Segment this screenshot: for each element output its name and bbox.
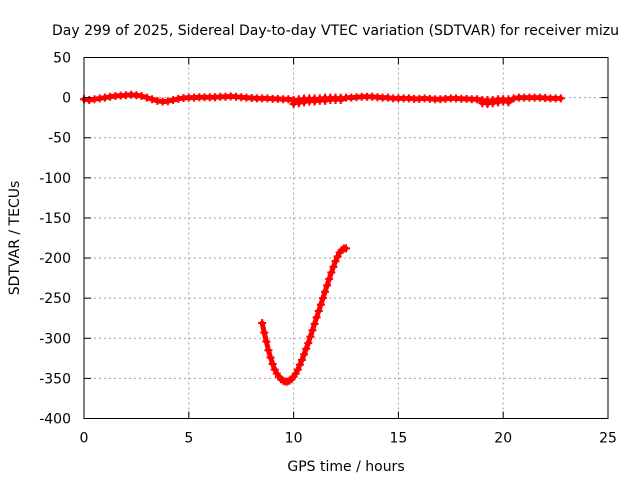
- data-point: [258, 319, 267, 328]
- x-tick-label: 20: [494, 431, 512, 447]
- data-point: [321, 287, 330, 296]
- x-tick-label: 10: [285, 431, 303, 447]
- chart-title: Day 299 of 2025, Sidereal Day-to-day VTE…: [52, 23, 619, 39]
- y-tick-label: -350: [39, 371, 71, 387]
- data-point: [331, 257, 340, 266]
- data-point: [325, 274, 334, 283]
- data-point: [333, 252, 342, 261]
- data-point: [308, 326, 317, 335]
- y-tick-label: -200: [39, 251, 71, 267]
- y-tick-label: -250: [39, 291, 71, 307]
- data-point: [300, 350, 309, 359]
- data-point: [329, 262, 338, 271]
- data-point: [293, 365, 302, 374]
- data-point: [148, 95, 157, 104]
- data-point: [163, 97, 172, 106]
- y-tick-label: -50: [48, 131, 71, 147]
- data-point: [316, 300, 325, 309]
- data-point: [306, 332, 315, 341]
- series-group-1: [258, 244, 350, 386]
- data-point: [268, 359, 277, 368]
- y-tick-label: 50: [53, 51, 71, 67]
- data-point: [323, 281, 332, 290]
- data-point: [342, 244, 350, 253]
- data-point: [169, 96, 178, 105]
- data-point: [295, 360, 304, 369]
- x-tick-label: 25: [599, 431, 617, 447]
- x-axis-label: GPS time / hours: [287, 459, 404, 475]
- x-tick-label: 5: [184, 431, 193, 447]
- data-layer: [80, 90, 565, 386]
- y-axis-label: SDTVAR / TECUs: [7, 181, 23, 296]
- data-point: [291, 369, 300, 378]
- data-point: [310, 319, 319, 328]
- data-point: [318, 294, 327, 303]
- data-point: [314, 307, 323, 316]
- data-point: [262, 337, 271, 346]
- data-point: [556, 94, 565, 103]
- data-point: [264, 346, 273, 355]
- y-tick-label: -150: [39, 211, 71, 227]
- data-point: [327, 268, 336, 277]
- data-point: [504, 98, 513, 107]
- y-tick-label: -400: [39, 412, 71, 428]
- data-point: [297, 355, 306, 364]
- y-tick-label: -100: [39, 171, 71, 187]
- y-tick-label: 0: [62, 91, 71, 107]
- tick-layer: 50 0 -50 -100 -150 -200 -250 -300 -350 -400 0 5 10 15…: [39, 51, 617, 447]
- grid-layer: [84, 57, 608, 419]
- data-point: [312, 313, 321, 322]
- data-point: [137, 92, 146, 101]
- x-tick-label: 0: [80, 431, 89, 447]
- data-point: [336, 96, 345, 105]
- data-point: [302, 344, 311, 353]
- data-point: [270, 365, 279, 374]
- x-tick-label: 15: [389, 431, 407, 447]
- y-tick-label: -300: [39, 331, 71, 347]
- series-group-0: [80, 90, 565, 109]
- data-point: [260, 328, 269, 337]
- data-point: [142, 93, 151, 102]
- plot-frame: [83, 57, 609, 419]
- data-point: [266, 353, 275, 362]
- data-point: [304, 339, 313, 348]
